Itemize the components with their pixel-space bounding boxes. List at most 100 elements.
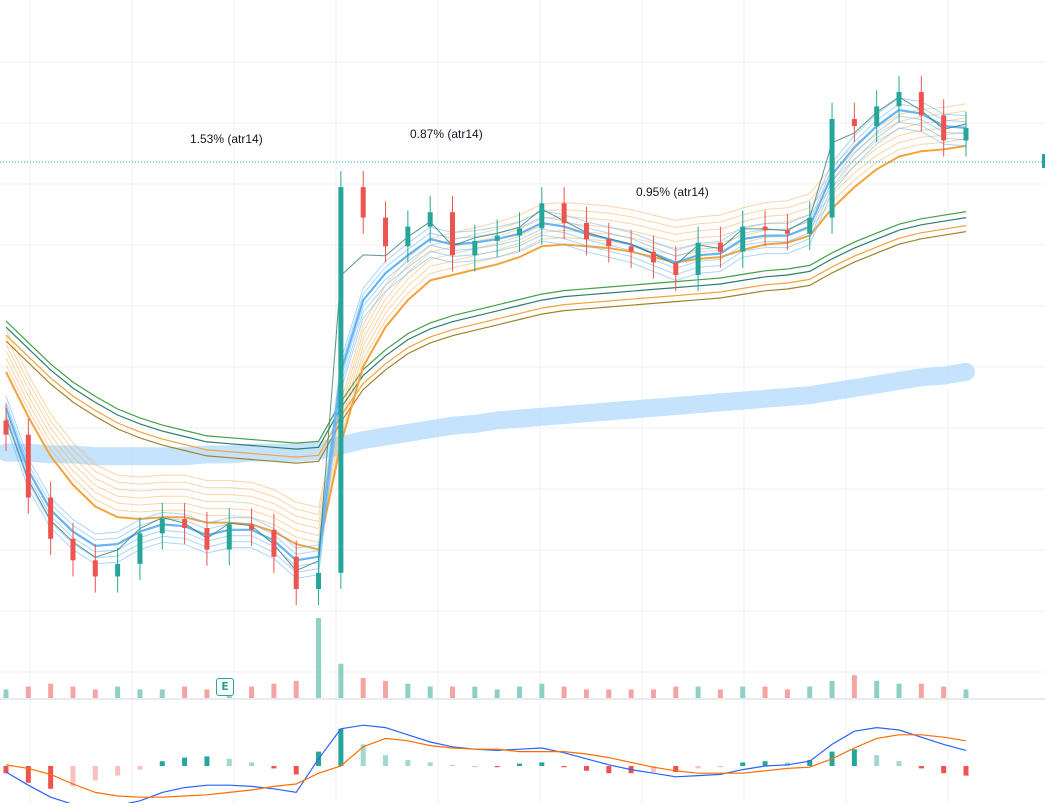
candle-down xyxy=(762,226,768,231)
macd-histogram-bar xyxy=(561,766,567,768)
candle-up xyxy=(494,235,500,241)
candle-down xyxy=(561,203,567,223)
macd-histogram-bar xyxy=(874,755,880,766)
candle-down xyxy=(383,217,389,247)
candle-up xyxy=(963,127,969,141)
signal-line xyxy=(5,734,967,798)
volume-bar xyxy=(271,683,277,698)
long-ema-line xyxy=(5,217,967,450)
candle-up xyxy=(807,217,813,234)
candle-up xyxy=(472,240,478,256)
candle-up xyxy=(159,519,165,534)
macd-histogram-bar xyxy=(249,762,255,766)
macd-histogram-bar xyxy=(673,766,679,772)
volume-bar xyxy=(137,689,143,698)
macd-histogram-bar xyxy=(70,766,76,787)
candle-down xyxy=(851,118,857,127)
macd-histogram-bar xyxy=(896,761,902,766)
macd-histogram-bar xyxy=(293,766,299,775)
last-price-marker xyxy=(1042,154,1045,168)
macd-histogram-bar xyxy=(807,760,813,766)
volume-bar xyxy=(583,689,589,698)
macd-histogram-bar xyxy=(494,766,500,768)
macd-histogram-bar xyxy=(48,766,54,789)
fast-ema-ribbon-line xyxy=(4,108,967,562)
volume-bar xyxy=(427,686,433,698)
volume-bar xyxy=(941,686,947,698)
macd-histogram-bar xyxy=(92,766,98,781)
fast-ema-ribbon-line xyxy=(5,121,967,573)
candle-up xyxy=(896,92,902,107)
long-ema-line xyxy=(5,231,967,464)
atr-annotation-1: 1.53% (atr14) xyxy=(190,132,263,146)
volume-bar xyxy=(182,686,188,698)
volume-bar xyxy=(762,686,768,698)
candle-down xyxy=(360,187,366,218)
macd-histogram-bar xyxy=(450,764,456,766)
volume-bar xyxy=(360,678,366,698)
volume-bar xyxy=(650,689,656,698)
candle-down xyxy=(918,92,924,116)
volume-bar xyxy=(874,680,880,698)
volume-bar xyxy=(25,686,31,698)
candle-down xyxy=(92,560,98,577)
macd-histogram-bar xyxy=(360,744,366,766)
moving-average-bands xyxy=(0,96,975,579)
volume-bar xyxy=(561,686,567,698)
macd-histogram-bar xyxy=(383,755,389,766)
macd-histogram-bar xyxy=(539,762,545,766)
volume-bar xyxy=(896,683,902,698)
volume-bar xyxy=(249,686,255,698)
macd-histogram-bar xyxy=(204,756,210,766)
candle-down xyxy=(450,212,456,256)
macd-histogram-bar xyxy=(472,766,478,767)
macd-histogram-bar xyxy=(516,763,522,766)
slow-ema-ribbon-line xyxy=(5,144,967,551)
macd-histogram-bar xyxy=(762,761,768,766)
candle-up xyxy=(539,203,545,229)
volume-bar xyxy=(472,686,478,698)
macd-histogram-bar xyxy=(606,766,612,774)
earnings-badge-icon[interactable]: E xyxy=(216,678,234,696)
volume-bar xyxy=(115,686,121,698)
fast-ema-ribbon-line xyxy=(5,115,967,567)
macd-histogram-bar xyxy=(963,766,969,776)
macd-histogram-bar xyxy=(941,766,947,774)
candle-down xyxy=(3,420,9,435)
volume-bar xyxy=(628,689,634,698)
macd-histogram-bar xyxy=(3,766,9,774)
volume-bars xyxy=(3,618,969,698)
volume-bar xyxy=(606,689,612,698)
candle-up xyxy=(874,106,880,127)
candle-down xyxy=(48,497,54,539)
candle-up xyxy=(516,228,522,236)
volume-bar xyxy=(740,686,746,698)
candle-up xyxy=(740,226,746,252)
volume-bar xyxy=(159,689,165,698)
volume-bar xyxy=(70,686,76,698)
baseline-band xyxy=(0,362,975,466)
volume-bar xyxy=(963,689,969,698)
volume-bar xyxy=(539,683,545,698)
fast-ema-ribbon-line xyxy=(5,103,967,555)
candle-down xyxy=(249,524,255,530)
candle-up xyxy=(405,226,411,247)
candle-up xyxy=(137,533,143,564)
fast-ema-ribbon-line xyxy=(5,97,967,549)
macd-histogram-bar xyxy=(182,757,188,766)
volume-bar xyxy=(293,680,299,698)
slow-ema-ribbon-line xyxy=(5,103,967,509)
macd-histogram-bar xyxy=(717,766,723,768)
volume-bar xyxy=(204,689,210,698)
macd-histogram-bar xyxy=(650,766,656,772)
slow-ema-ribbon-line xyxy=(5,110,967,516)
volume-bar xyxy=(3,689,9,698)
fast-ema-ribbon-line xyxy=(5,127,967,579)
volume-bar xyxy=(450,686,456,698)
macd-histogram-bar xyxy=(271,766,277,769)
volume-bar xyxy=(316,618,322,698)
volume-bar xyxy=(494,689,500,698)
